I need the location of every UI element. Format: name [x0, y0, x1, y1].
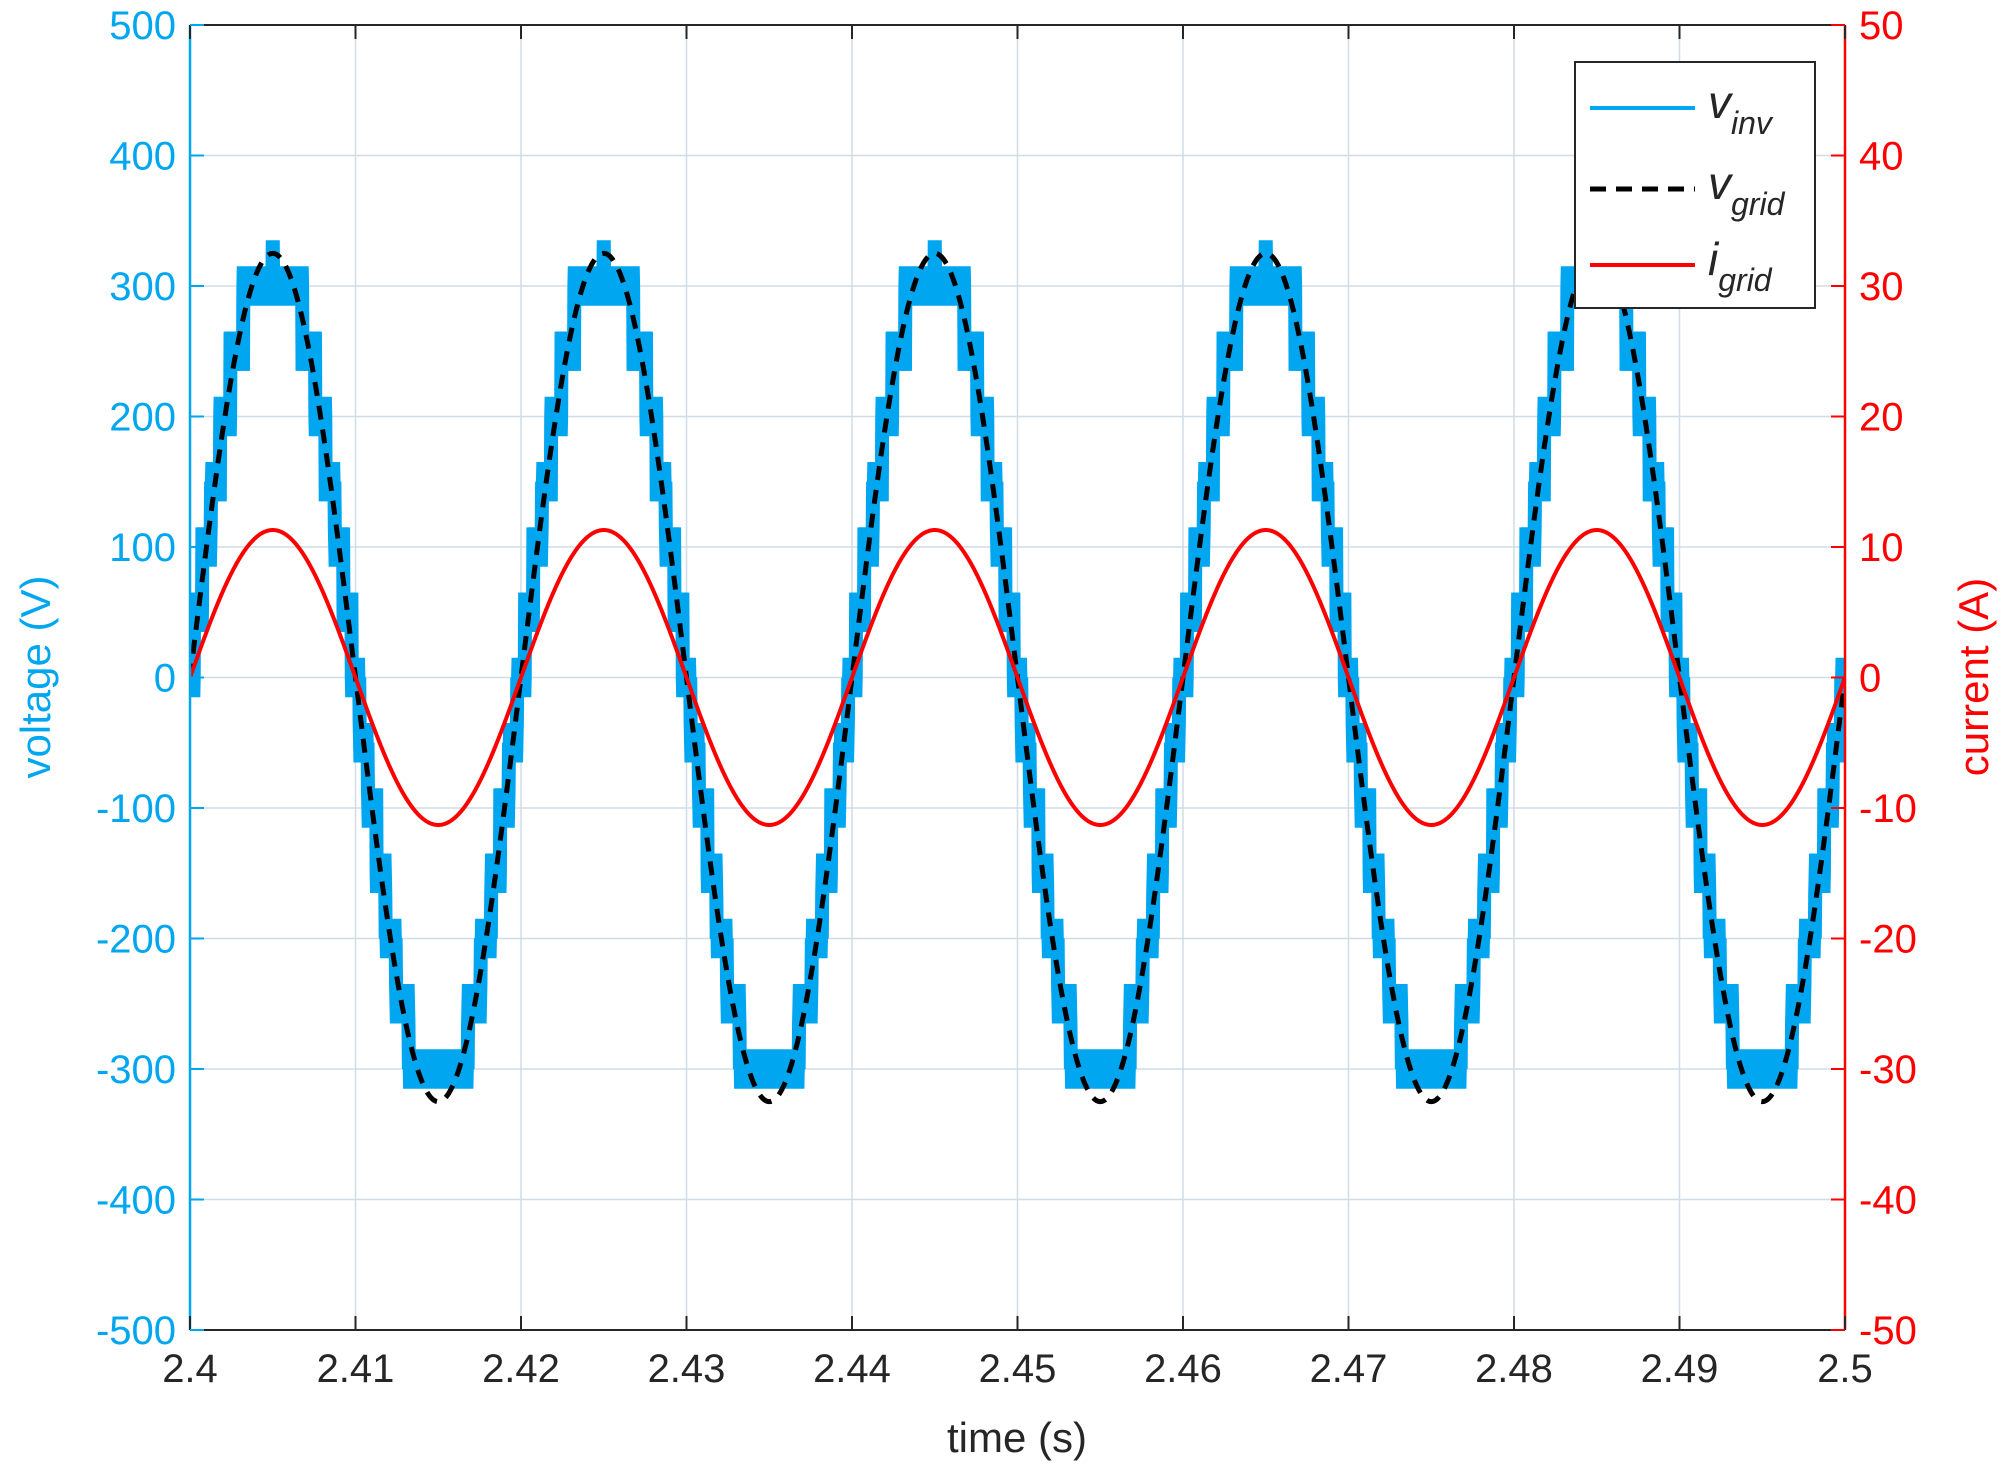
y-left-tick-label: -300	[96, 1048, 176, 1092]
tick-labels: 2.4 2.41 2.42 2.43 2.44 2.45 2.46 2.47 2.48 2.49 2…	[96, 4, 1917, 1391]
y-left-tick-label: -200	[96, 918, 176, 962]
x-tick-label: 2.41	[317, 1347, 395, 1391]
y-right-tick-label: -40	[1859, 1179, 1917, 1223]
x-tick-label: 2.5	[1817, 1347, 1873, 1391]
y-left-tick-label: 400	[109, 135, 176, 179]
y-left-tick-label: 0	[154, 657, 176, 701]
x-tick-label: 2.45	[979, 1347, 1057, 1391]
y-left-tick-label: 100	[109, 526, 176, 570]
y-left-tick-label: -400	[96, 1179, 176, 1223]
y-right-tick-label: 0	[1859, 657, 1881, 701]
series-layer	[190, 240, 1845, 1105]
y-right-tick-label: -50	[1859, 1309, 1917, 1353]
series-line-v-inv	[190, 240, 1845, 1089]
y-right-tick-label: 20	[1859, 396, 1904, 440]
y-right-tick-label: 40	[1859, 135, 1904, 179]
y-right-tick-label: 50	[1859, 4, 1904, 48]
x-tick-label: 2.42	[482, 1347, 560, 1391]
x-tick-label: 2.44	[813, 1347, 891, 1391]
y-left-tick-label: -100	[96, 787, 176, 831]
y-right-tick-label: -20	[1859, 918, 1917, 962]
y-left-tick-label: 500	[109, 4, 176, 48]
y-right-tick-label: 10	[1859, 526, 1904, 570]
legend-label-v-grid: vgrid	[1708, 157, 1786, 222]
y-axis-left-title: voltage (V)	[12, 575, 59, 778]
y-right-tick-label: -10	[1859, 787, 1917, 831]
x-tick-label: 2.48	[1475, 1347, 1553, 1391]
x-tick-label: 2.47	[1310, 1347, 1388, 1391]
legend-label-v-inv: vinv	[1708, 76, 1774, 141]
x-tick-label: 2.43	[648, 1347, 726, 1391]
series-line-i-grid	[190, 528, 1845, 827]
axes	[188, 24, 1847, 1331]
y-left-tick-label: 200	[109, 396, 176, 440]
y-axis-right-title: current (A)	[1950, 578, 1997, 776]
legend-label-i-grid: igrid	[1708, 233, 1773, 298]
x-tick-label: 2.4	[162, 1347, 218, 1391]
y-left-tick-label: -500	[96, 1309, 176, 1353]
x-axis-title: time (s)	[947, 1414, 1087, 1461]
y-left-tick-label: 300	[109, 265, 176, 309]
legend: vinv vgrid igrid	[1574, 61, 1816, 309]
legend-box	[1574, 61, 1816, 309]
y-right-tick-label: 30	[1859, 265, 1904, 309]
x-tick-label: 2.49	[1641, 1347, 1719, 1391]
x-tick-label: 2.46	[1144, 1347, 1222, 1391]
y-right-tick-label: -30	[1859, 1048, 1917, 1092]
